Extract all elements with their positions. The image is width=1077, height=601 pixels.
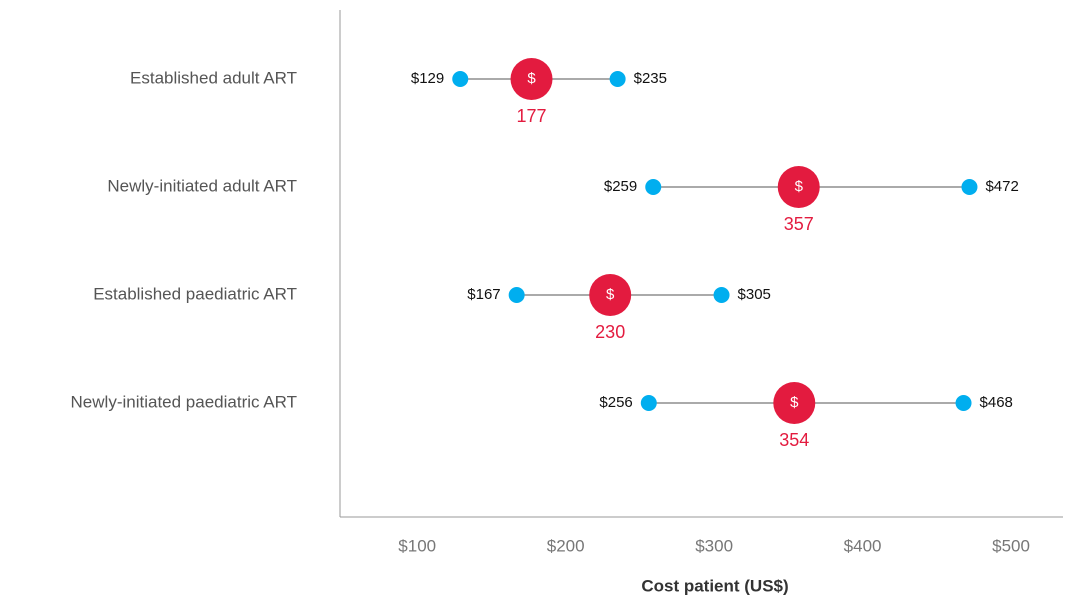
- high-label: $468: [980, 394, 1013, 411]
- low-label: $129: [411, 70, 444, 87]
- average-symbol: $: [527, 70, 536, 87]
- high-dot: [955, 395, 972, 411]
- average-dot: [589, 274, 632, 316]
- high-label: $305: [738, 286, 771, 303]
- x-tick-label: $300: [695, 536, 733, 555]
- average-dot: [510, 58, 553, 100]
- high-label: $235: [634, 70, 667, 87]
- low-dot: [508, 287, 525, 303]
- low-label: $259: [604, 178, 637, 195]
- x-axis-label: Cost patient (US$): [641, 576, 788, 595]
- average-label: 177: [516, 106, 546, 126]
- low-label: $167: [467, 286, 500, 303]
- high-dot: [961, 179, 978, 195]
- low-dot: [645, 179, 662, 195]
- low-label: $256: [599, 394, 632, 411]
- average-label: 357: [784, 214, 814, 234]
- average-symbol: $: [790, 394, 799, 411]
- average-dot: [773, 382, 816, 424]
- category-label: Newly-initiated adult ART: [107, 176, 297, 195]
- x-tick-label: $200: [547, 536, 585, 555]
- average-symbol: $: [795, 178, 804, 195]
- low-dot: [640, 395, 657, 411]
- low-dot: [452, 71, 469, 87]
- x-tick-label: $400: [844, 536, 882, 555]
- high-dot: [713, 287, 730, 303]
- average-dot: [777, 166, 820, 208]
- high-label: $472: [985, 178, 1018, 195]
- high-dot: [609, 71, 626, 87]
- x-tick-label: $100: [398, 536, 436, 555]
- average-label: 230: [595, 322, 625, 342]
- x-tick-label: $500: [992, 536, 1030, 555]
- average-symbol: $: [606, 286, 615, 303]
- category-label: Newly-initiated paediatric ART: [71, 392, 297, 411]
- category-label: Established paediatric ART: [93, 284, 297, 303]
- category-label: Established adult ART: [130, 68, 297, 87]
- average-label: 354: [779, 430, 809, 450]
